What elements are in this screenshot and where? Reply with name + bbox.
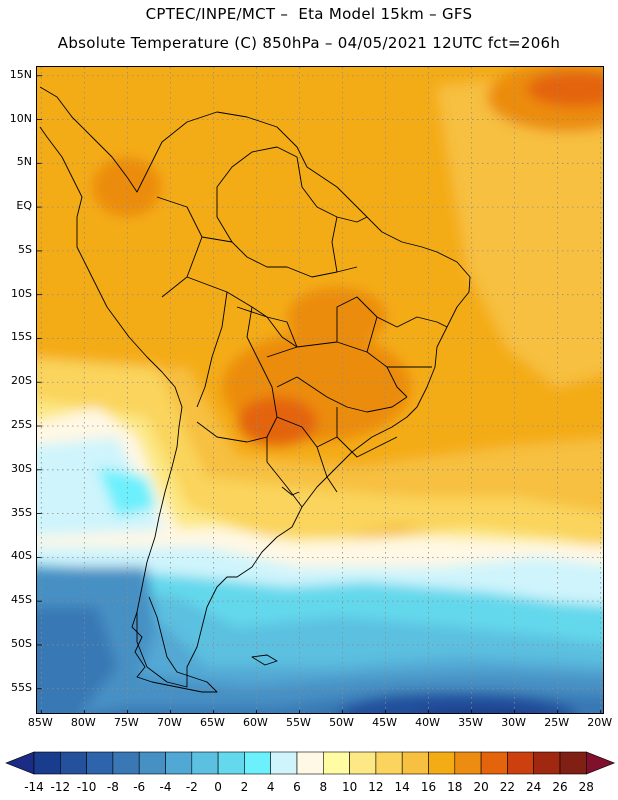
colorbar-swatch — [217, 751, 245, 775]
colorbar-label: -4 — [159, 780, 172, 794]
lat-label: 10S — [11, 286, 32, 300]
colorbar-swatch — [559, 751, 587, 775]
rio-de-la-plata — [281, 486, 300, 496]
colorbar-label: -14 — [24, 780, 44, 794]
colorbar-label: 2 — [240, 780, 249, 794]
colorbar-label: 28 — [578, 780, 594, 794]
lat-label: EQ — [16, 199, 32, 213]
lat-label: 5S — [18, 242, 32, 256]
colorbar-label: -10 — [76, 780, 97, 794]
colorbar-high-arrow — [585, 751, 616, 775]
colorbar-swatch — [244, 751, 271, 775]
colorbar-swatch — [138, 751, 166, 775]
lat-label: 20S — [11, 374, 32, 388]
brazil-states — [236, 296, 448, 458]
colorbar-label: 24 — [526, 780, 542, 794]
lon-label: 45W — [372, 716, 397, 729]
colorbar-swatch — [533, 751, 561, 775]
lon-label: 60W — [243, 716, 268, 729]
lon-label: 65W — [199, 716, 225, 729]
lat-label: 30S — [11, 461, 32, 475]
colorbar-swatch — [322, 751, 350, 775]
colorbar-label: -2 — [185, 780, 198, 794]
country-borders — [156, 146, 368, 508]
colorbar-swatch — [191, 751, 219, 775]
colorbar-label: 26 — [552, 780, 568, 794]
colorbar-swatch — [86, 751, 114, 775]
colorbar-label: 12 — [368, 780, 384, 794]
colorbar-label: 0 — [214, 780, 222, 794]
colorbar-swatch — [454, 751, 482, 775]
colorbar-label: 16 — [420, 780, 437, 794]
lon-label: 25W — [544, 716, 570, 729]
lat-label: 10N — [9, 111, 32, 125]
lat-label: 40S — [11, 549, 32, 563]
colorbar-label: -12 — [50, 780, 71, 794]
lon-label: 35W — [458, 716, 484, 729]
southern-chile-coast — [131, 596, 218, 693]
colorbar-swatch — [112, 751, 140, 775]
coastlines — [39, 86, 471, 693]
graticule — [37, 67, 603, 713]
colorbar-label: 8 — [319, 780, 328, 794]
lon-label: 70W — [156, 716, 182, 729]
temperature-colorbar — [5, 751, 616, 775]
lat-label: 50S — [11, 636, 32, 650]
colorbar-label: 20 — [473, 780, 489, 794]
temperature-field — [37, 67, 603, 713]
colorbar-swatch — [296, 751, 324, 775]
chart-title-line1: CPTEC/INPE/MCT – Eta Model 15km – GFS — [145, 5, 473, 23]
lat-label: 25S — [11, 418, 32, 432]
lat-label: 55S — [11, 680, 32, 694]
colorbar-low-arrow — [5, 751, 35, 775]
lat-label: 5N — [16, 155, 32, 169]
colorbar-label: 14 — [394, 780, 410, 794]
colorbar-swatch — [507, 751, 534, 775]
colorbar-swatch — [33, 751, 61, 775]
colorbar-label: 22 — [499, 780, 516, 794]
map-canvas — [37, 67, 603, 713]
lon-label: 40W — [415, 716, 440, 729]
lon-label: 55W — [286, 716, 311, 729]
colorbar-swatch — [401, 751, 429, 775]
colorbar-label: 18 — [447, 780, 463, 794]
colorbar-swatch — [165, 751, 193, 775]
colorbar-label: 10 — [341, 780, 358, 794]
lon-label: 20W — [587, 716, 613, 729]
colorbar-label: 6 — [293, 780, 301, 794]
colorbar-label: -8 — [106, 780, 119, 794]
colorbar-swatch — [270, 751, 298, 775]
lat-label: 35S — [11, 505, 32, 519]
lon-label: 75W — [113, 716, 139, 729]
colorbar-swatch — [59, 751, 87, 775]
colorbar-label: -6 — [133, 780, 146, 794]
chart-title-line2: Absolute Temperature (C) 850hPa – 04/05/… — [57, 34, 561, 52]
falkland-islands — [251, 654, 278, 666]
colorbar-swatch — [480, 751, 508, 775]
lat-label: 15N — [9, 67, 32, 81]
lon-label: 50W — [329, 716, 354, 729]
lon-label: 85W — [27, 716, 53, 729]
temperature-map — [36, 66, 604, 714]
lat-label: 45S — [11, 593, 32, 607]
lon-label: 30W — [501, 716, 527, 729]
colorbar-label: 4 — [266, 780, 275, 794]
lon-label: 80W — [70, 716, 96, 729]
lat-label: 15S — [11, 330, 32, 344]
colorbar-swatch — [349, 751, 377, 775]
colorbar-swatch — [428, 751, 456, 775]
colorbar-swatch — [375, 751, 403, 775]
